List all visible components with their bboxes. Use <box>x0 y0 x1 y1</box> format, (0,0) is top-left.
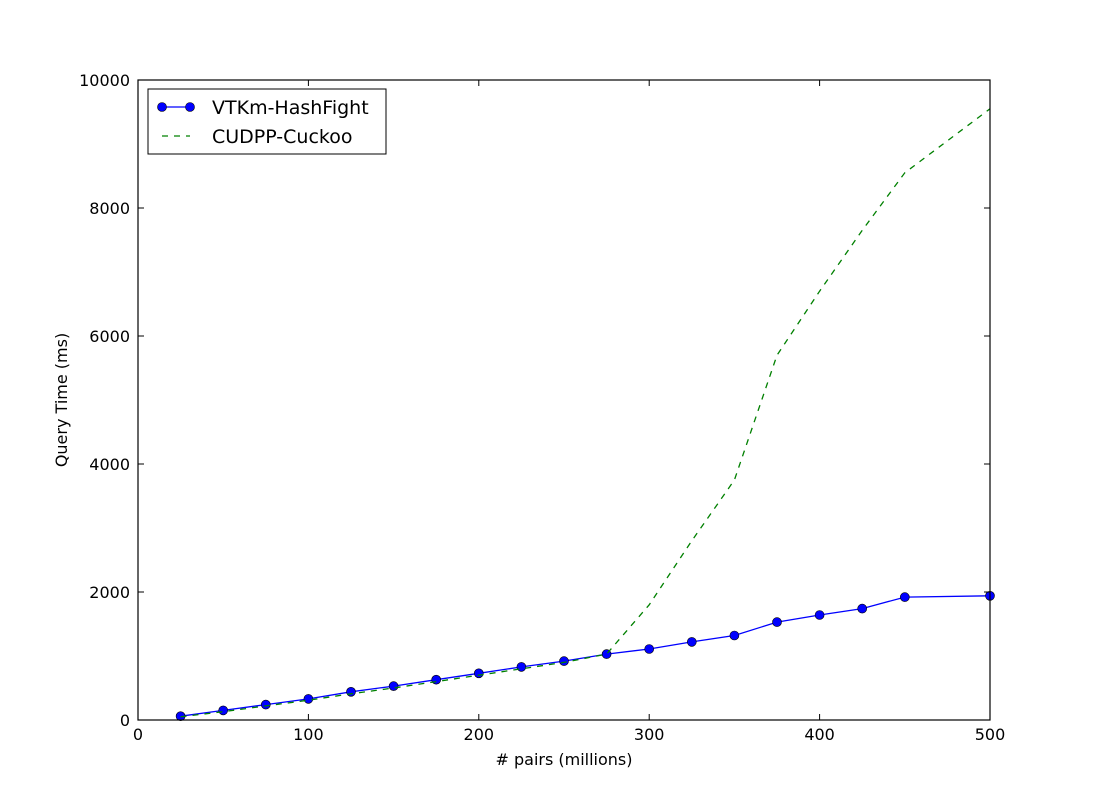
legend-label-vtkm-hashfight: VTKm-HashFight <box>212 97 369 119</box>
y-tick-label: 8000 <box>89 199 130 218</box>
y-axis-label: Query Time (ms) <box>52 333 71 467</box>
data-point-vtkm-hashfight <box>303 694 314 704</box>
data-point-vtkm-hashfight <box>218 705 228 716</box>
data-point-vtkm-hashfight <box>431 674 442 685</box>
plot-area <box>138 80 990 720</box>
plot-background <box>138 80 990 720</box>
series-layer <box>175 108 995 722</box>
legend-marker-vtkm-hashfight <box>157 102 167 112</box>
x-tick-label: 0 <box>133 725 143 744</box>
y-tick-label: 6000 <box>89 327 130 346</box>
y-tick-label: 10000 <box>79 71 130 90</box>
data-point-vtkm-hashfight <box>772 617 782 627</box>
x-tick-label: 200 <box>464 725 495 744</box>
x-tick-label: 100 <box>293 725 324 744</box>
data-point-vtkm-hashfight <box>388 681 399 691</box>
data-point-vtkm-hashfight <box>686 637 697 647</box>
x-axis-label: # pairs (millions) <box>495 750 632 769</box>
data-point-vtkm-hashfight <box>516 662 527 672</box>
axes-layer: 0 100 200 300 400 500 0 2000 4000 6000 8000 10000 <box>79 71 1005 744</box>
legend-marker-vtkm-hashfight <box>185 102 195 112</box>
x-tick-label: 400 <box>804 725 835 744</box>
data-point-vtkm-hashfight <box>644 644 655 654</box>
y-tick-label: 2000 <box>89 583 130 602</box>
legend-box <box>147 88 387 155</box>
data-point-vtkm-hashfight <box>814 610 825 620</box>
data-point-vtkm-hashfight <box>729 630 740 641</box>
x-tick-label: 300 <box>634 725 665 744</box>
data-point-vtkm-hashfight <box>473 668 484 679</box>
data-point-vtkm-hashfight <box>899 592 910 602</box>
plot-frame <box>137 79 991 721</box>
data-point-vtkm-hashfight <box>559 656 569 666</box>
data-point-vtkm-hashfight <box>260 699 271 710</box>
data-point-vtkm-hashfight <box>857 603 868 614</box>
y-tick-label: 0 <box>120 711 130 730</box>
y-tick-label: 4000 <box>89 455 130 474</box>
legend-label-cudpp-cuckoo: CUDPP-Cuckoo <box>212 126 353 148</box>
data-point-vtkm-hashfight <box>346 686 356 697</box>
series-line-cudpp-cuckoo <box>180 108 991 718</box>
legend: VTKm-HashFight CUDPP-Cuckoo <box>147 88 387 155</box>
x-tick-label: 500 <box>975 725 1006 744</box>
